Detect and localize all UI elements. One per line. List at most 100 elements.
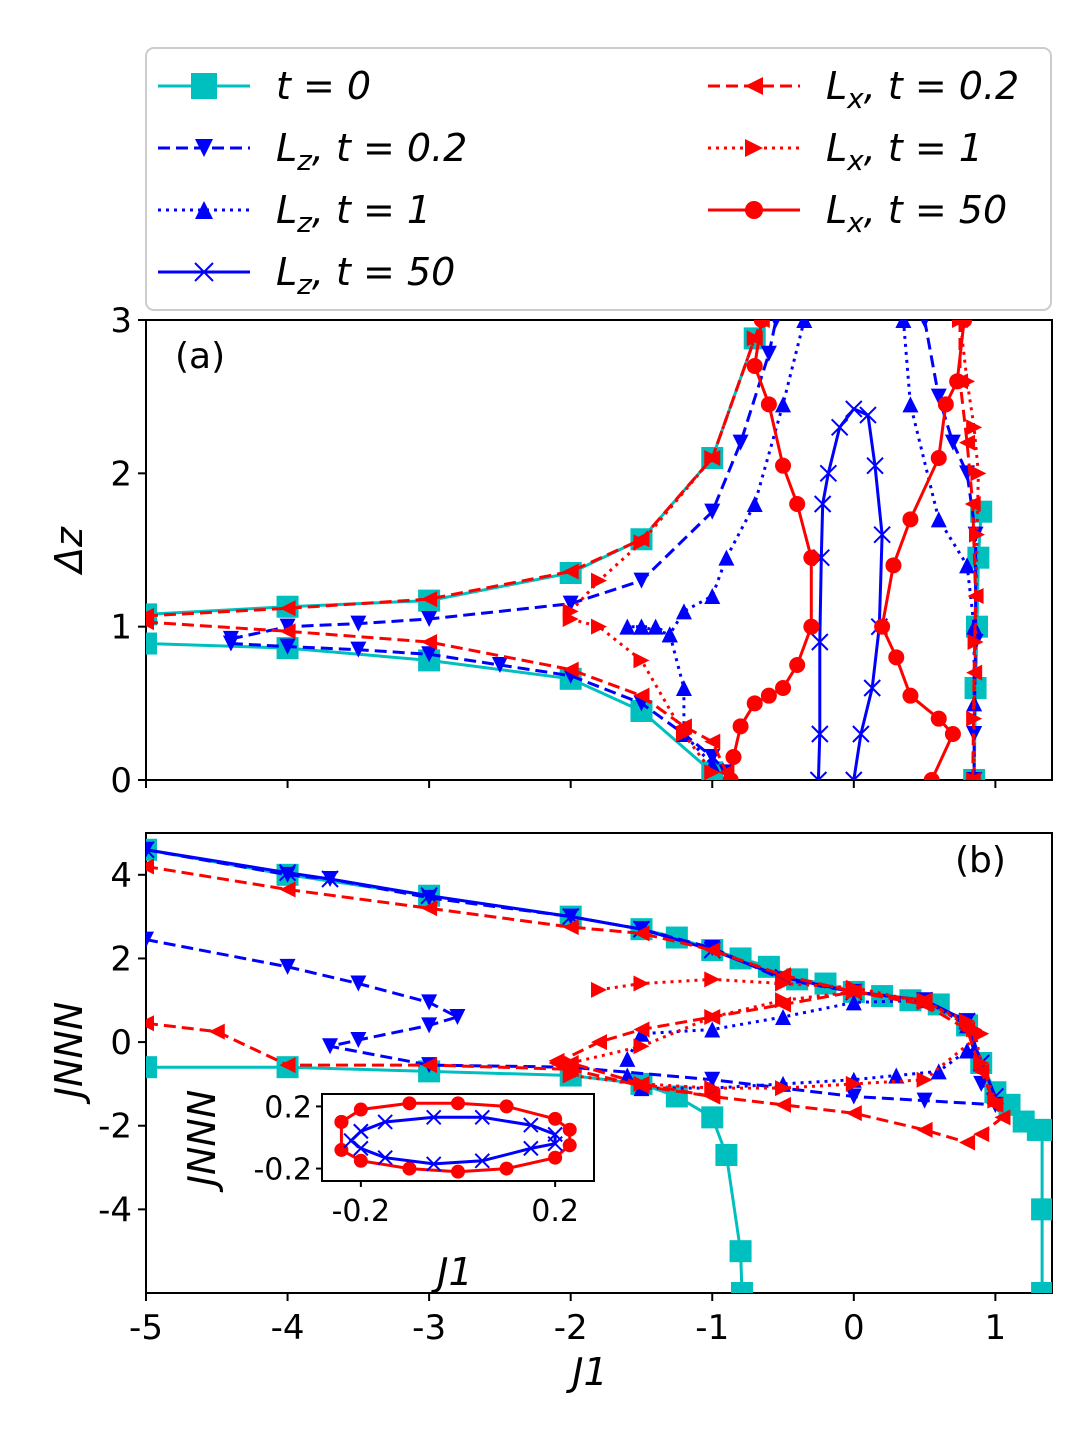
panel-a-point-lz1-0-4 — [704, 588, 721, 604]
panel-a-point-lx50-1-9 — [937, 396, 954, 413]
panel-a-point-lx1-1-4 — [704, 764, 721, 780]
panel-b-point-lz02-1-12 — [916, 1092, 933, 1109]
panel-a-point-lx1-0-3 — [704, 450, 721, 466]
panel-a-point-lz50-0-4 — [813, 495, 832, 513]
panel-a-point-lz1-0-11 — [661, 626, 678, 643]
panel-b-point-lx02-0-0 — [146, 858, 154, 875]
panel-a-point-lx50-0-1 — [746, 358, 763, 374]
inset-point-lx50-0-9 — [499, 1161, 514, 1176]
panel-a-point-lz1-0-0 — [796, 320, 813, 328]
panel-b-point-lx02-0-17 — [775, 1096, 792, 1113]
panel-b-point-lx02-0-16 — [845, 1105, 862, 1122]
panel-b-point-lz50-0-1 — [278, 864, 297, 882]
panel-b-ytick-label-4: 4 — [110, 856, 132, 896]
panel-a-point-lx50-0-0 — [753, 320, 770, 328]
panel-b-ytick-label-3: 2 — [110, 939, 132, 979]
panel-a-point-lx1-0-2 — [633, 534, 650, 551]
panel-a-point-lz1-0-12 — [675, 680, 692, 696]
panel-a-line-lx02-1 — [146, 620, 728, 773]
panel-a-line-lz02-1 — [230, 642, 728, 774]
panel-b-point-lx1-1-8 — [916, 1071, 933, 1088]
panel-b-label: (b) — [955, 840, 1006, 881]
panel-b-point-lx02-0-14 — [959, 1134, 976, 1151]
panel-b-xtick-label-0: -5 — [129, 1308, 163, 1348]
inset-point-lz50-0-10 — [377, 1149, 393, 1166]
legend-box — [145, 47, 1052, 311]
panel-b-point-lx1-1-11 — [704, 1080, 721, 1097]
panel-a-point-lz1-0-3 — [718, 549, 735, 566]
panel-b-point-lx1-0-3 — [775, 992, 792, 1009]
legend-entry-lx02: Lx, t = 0.2 — [708, 64, 1019, 115]
panel-a-point-lz02-1-0 — [222, 635, 239, 652]
inset-point-lz50-0-13 — [353, 1123, 369, 1139]
panel-b-point-lx02-0-10 — [973, 1063, 990, 1080]
legend-marker-lx50 — [745, 201, 763, 219]
panel-b-xtick-label-2: -3 — [412, 1308, 446, 1348]
panel-b-point-lz02-1-10 — [704, 1071, 721, 1088]
panel-a-point-lx02-1-4 — [633, 687, 650, 704]
panel-b-point-lx1-1-4 — [845, 979, 862, 996]
panel-a-point-lx02-1-1 — [279, 623, 296, 640]
inset-point-lx50-0-14 — [334, 1114, 349, 1129]
panel-a-point-lz02-1-2 — [350, 641, 367, 658]
panel-a-point-lz02-0-1 — [279, 618, 296, 635]
inset-point-lx50-0-12 — [353, 1153, 368, 1168]
panel-b-point-lx02-1-2 — [279, 1057, 296, 1074]
panel-b-point-lz50-0-0 — [146, 841, 155, 859]
panel-a-line-lx02-0 — [146, 320, 764, 618]
panel-b-point-t0-1-9 — [730, 1282, 753, 1293]
legend-entry-lz02: Lz, t = 0.2 — [158, 126, 467, 177]
inset-point-lx50-0-11 — [402, 1161, 417, 1176]
inset-ytick-label-1: -0.2 — [253, 1153, 312, 1188]
panel-a-point-lz50-0-13 — [852, 725, 870, 743]
panel-b-point-lx1-1-2 — [704, 971, 721, 988]
panel-a-ytick-label-3: 3 — [110, 301, 132, 341]
panel-a-ylabel: Δz — [47, 526, 91, 576]
panel-a-point-lx50-0-13 — [722, 772, 739, 780]
panel-b-point-lx1-1-12 — [633, 1075, 650, 1092]
panel-b-point-t0-1-6 — [701, 1106, 724, 1129]
panel-b: (b) -4 -2 0 2 4 -5 -4 -3 -2 -1 0 1 JNNN J1 — [47, 832, 1053, 1394]
panel-b-xlabel: J1 — [565, 1350, 607, 1394]
panel-b-point-lx02-1-0 — [146, 1015, 154, 1032]
panel-a-point-lz1-0-10 — [633, 618, 650, 635]
panel-a-point-lx02-1-5 — [675, 718, 692, 735]
panel-b-point-t0-1-7 — [715, 1144, 738, 1166]
panel-a-point-lz1-1-1 — [902, 396, 919, 413]
panel-b-point-lx02-1-6 — [704, 1088, 721, 1105]
panel-b-line-lx1-1 — [570, 977, 984, 1090]
panel-a-point-lx02-2-3 — [964, 496, 981, 512]
panel-a-point-lz50-0-5 — [819, 464, 838, 483]
inset-point-lx50-0-2 — [402, 1096, 417, 1111]
inset-point-lz50-0-1 — [377, 1114, 393, 1130]
panel-a-point-lz50-0-1 — [811, 725, 829, 743]
panel-a-point-lx50-1-8 — [930, 450, 947, 466]
panel-b-point-lz02-1-6 — [350, 1032, 367, 1048]
legend-label-t0: t = 0 — [276, 64, 371, 108]
panel-b-point-lx1-1-0 — [591, 981, 607, 998]
panel-a-point-lx02-0-2 — [421, 591, 438, 608]
panel-b-point-lz02-1-1 — [279, 958, 296, 975]
panel-b-point-lz1-0-2 — [704, 1021, 721, 1038]
panel-a-point-lz50-0-12 — [863, 679, 881, 697]
panel-a-point-lx50-1-11 — [956, 320, 973, 328]
inset-xlabel: J1 — [430, 1250, 472, 1294]
panel-b-xtick-label-5: 0 — [843, 1308, 865, 1348]
panel-a-point-lz02-2-0 — [920, 320, 929, 328]
panel-a-point-t0-2-1 — [967, 546, 990, 569]
panel-b-point-lz02-1-2 — [350, 975, 367, 992]
panel-b-point-lx1-1-10 — [775, 1080, 792, 1097]
panel-a-point-lx50-0-12 — [725, 749, 742, 765]
panel-b-point-lx1-1-13 — [562, 1067, 579, 1084]
panel-a-point-lz1-0-9 — [619, 618, 636, 635]
panel-b-point-lz02-1-5 — [421, 1017, 438, 1034]
inset-point-lz50-0-7 — [523, 1140, 539, 1157]
panel-a-point-lz1-1-2 — [930, 511, 947, 528]
panel-b-point-lx02-0-1 — [279, 881, 296, 898]
panel-a-point-lx50-1-6 — [885, 557, 902, 574]
inset-point-lx50-0-10 — [451, 1164, 465, 1179]
panel-a-point-lx1-1-2 — [633, 652, 650, 669]
legend-marker-lz50 — [194, 262, 214, 282]
inset-point-lz50-0-2 — [426, 1109, 442, 1126]
